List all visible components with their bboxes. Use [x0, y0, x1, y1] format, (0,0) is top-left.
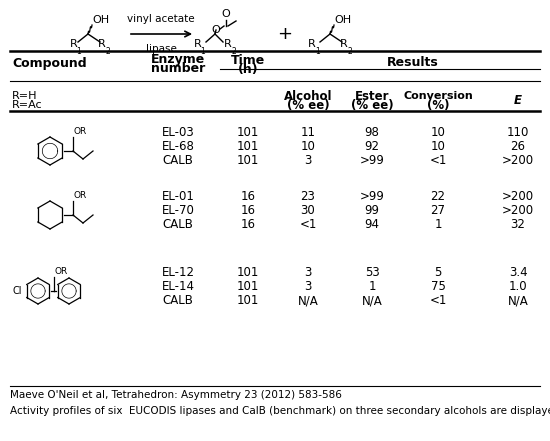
Text: E: E [514, 94, 522, 108]
Text: <1: <1 [430, 295, 447, 307]
Text: (%): (%) [427, 98, 449, 112]
Text: CALB: CALB [163, 218, 194, 232]
Text: O: O [212, 25, 221, 35]
Text: R: R [98, 39, 106, 49]
Text: <1: <1 [299, 218, 317, 232]
Text: 1: 1 [434, 218, 442, 232]
Text: 30: 30 [301, 205, 315, 217]
Text: 16: 16 [240, 218, 256, 232]
Text: 101: 101 [237, 266, 259, 280]
Text: EL-01: EL-01 [162, 191, 195, 203]
Text: OR: OR [54, 267, 68, 276]
Text: 27: 27 [431, 205, 446, 217]
Text: 101: 101 [237, 280, 259, 294]
Text: 101: 101 [237, 141, 259, 153]
Text: 98: 98 [365, 127, 380, 139]
Text: 1: 1 [315, 47, 320, 56]
Text: lipase: lipase [146, 44, 177, 54]
Text: 3: 3 [304, 280, 312, 294]
Text: 2: 2 [231, 47, 236, 56]
Text: 110: 110 [507, 127, 529, 139]
Text: +: + [278, 25, 293, 43]
Text: O: O [222, 9, 230, 19]
Text: number: number [151, 63, 205, 75]
Text: 1: 1 [368, 280, 376, 294]
Text: 3: 3 [304, 266, 312, 280]
Text: N/A: N/A [298, 295, 318, 307]
Text: R: R [340, 39, 348, 49]
Text: N/A: N/A [362, 295, 382, 307]
Text: CALB: CALB [163, 154, 194, 168]
Text: EL-12: EL-12 [162, 266, 195, 280]
Text: 53: 53 [365, 266, 380, 280]
Text: 101: 101 [237, 154, 259, 168]
Text: >200: >200 [502, 205, 534, 217]
Text: (% ee): (% ee) [351, 98, 393, 112]
Text: Alcohol: Alcohol [284, 90, 332, 102]
Text: R: R [308, 39, 316, 49]
Text: R=Ac: R=Ac [12, 100, 43, 110]
Text: Time: Time [231, 53, 265, 67]
Text: Cl: Cl [13, 286, 22, 296]
Text: EL-68: EL-68 [162, 141, 195, 153]
Text: R: R [194, 39, 202, 49]
Text: 3: 3 [304, 154, 312, 168]
Text: 26: 26 [510, 141, 525, 153]
Text: vinyl acetate: vinyl acetate [127, 14, 195, 24]
Text: 32: 32 [510, 218, 525, 232]
Text: 16: 16 [240, 191, 256, 203]
Text: >200: >200 [502, 191, 534, 203]
Text: Activity profiles of six  EUCODIS lipases and CalB (benchmark) on three secondar: Activity profiles of six EUCODIS lipases… [10, 406, 550, 416]
Text: 2: 2 [347, 47, 352, 56]
Text: (% ee): (% ee) [287, 98, 329, 112]
Text: 10: 10 [300, 141, 316, 153]
Text: 1: 1 [200, 47, 205, 56]
Text: OR: OR [74, 191, 87, 200]
Text: 22: 22 [431, 191, 446, 203]
Text: 10: 10 [431, 141, 446, 153]
Text: 3.4: 3.4 [509, 266, 527, 280]
Text: EL-70: EL-70 [162, 205, 195, 217]
Text: EL-14: EL-14 [162, 280, 195, 294]
Text: 101: 101 [237, 127, 259, 139]
Text: 5: 5 [434, 266, 442, 280]
Text: OH: OH [334, 15, 351, 25]
Text: Ester: Ester [355, 90, 389, 102]
Text: Conversion: Conversion [403, 91, 473, 101]
Text: 1.0: 1.0 [509, 280, 527, 294]
Text: CALB: CALB [163, 295, 194, 307]
Text: Results: Results [387, 56, 439, 70]
Text: >99: >99 [360, 191, 384, 203]
Text: 2: 2 [105, 47, 110, 56]
Text: 92: 92 [365, 141, 380, 153]
Text: OH: OH [92, 15, 109, 25]
Text: >200: >200 [502, 154, 534, 168]
Text: OR: OR [74, 127, 87, 136]
Text: Enzyme: Enzyme [151, 53, 205, 67]
Text: R: R [70, 39, 78, 49]
Text: 10: 10 [431, 127, 446, 139]
Text: 94: 94 [365, 218, 380, 232]
Text: EL-03: EL-03 [162, 127, 194, 139]
Text: N/A: N/A [508, 295, 529, 307]
Text: 101: 101 [237, 295, 259, 307]
Text: (h): (h) [238, 63, 258, 75]
Text: R=H: R=H [12, 91, 37, 101]
Text: 1: 1 [76, 47, 81, 56]
Text: 99: 99 [365, 205, 380, 217]
Text: 75: 75 [431, 280, 446, 294]
Text: R: R [224, 39, 232, 49]
Text: <1: <1 [430, 154, 447, 168]
Text: 16: 16 [240, 205, 256, 217]
Text: 11: 11 [300, 127, 316, 139]
Text: >99: >99 [360, 154, 384, 168]
Text: 23: 23 [300, 191, 316, 203]
Text: Maeve O'Neil et al, Tetrahedron: Asymmetry 23 (2012) 583-586: Maeve O'Neil et al, Tetrahedron: Asymmet… [10, 390, 342, 400]
Text: Compound: Compound [12, 56, 87, 70]
